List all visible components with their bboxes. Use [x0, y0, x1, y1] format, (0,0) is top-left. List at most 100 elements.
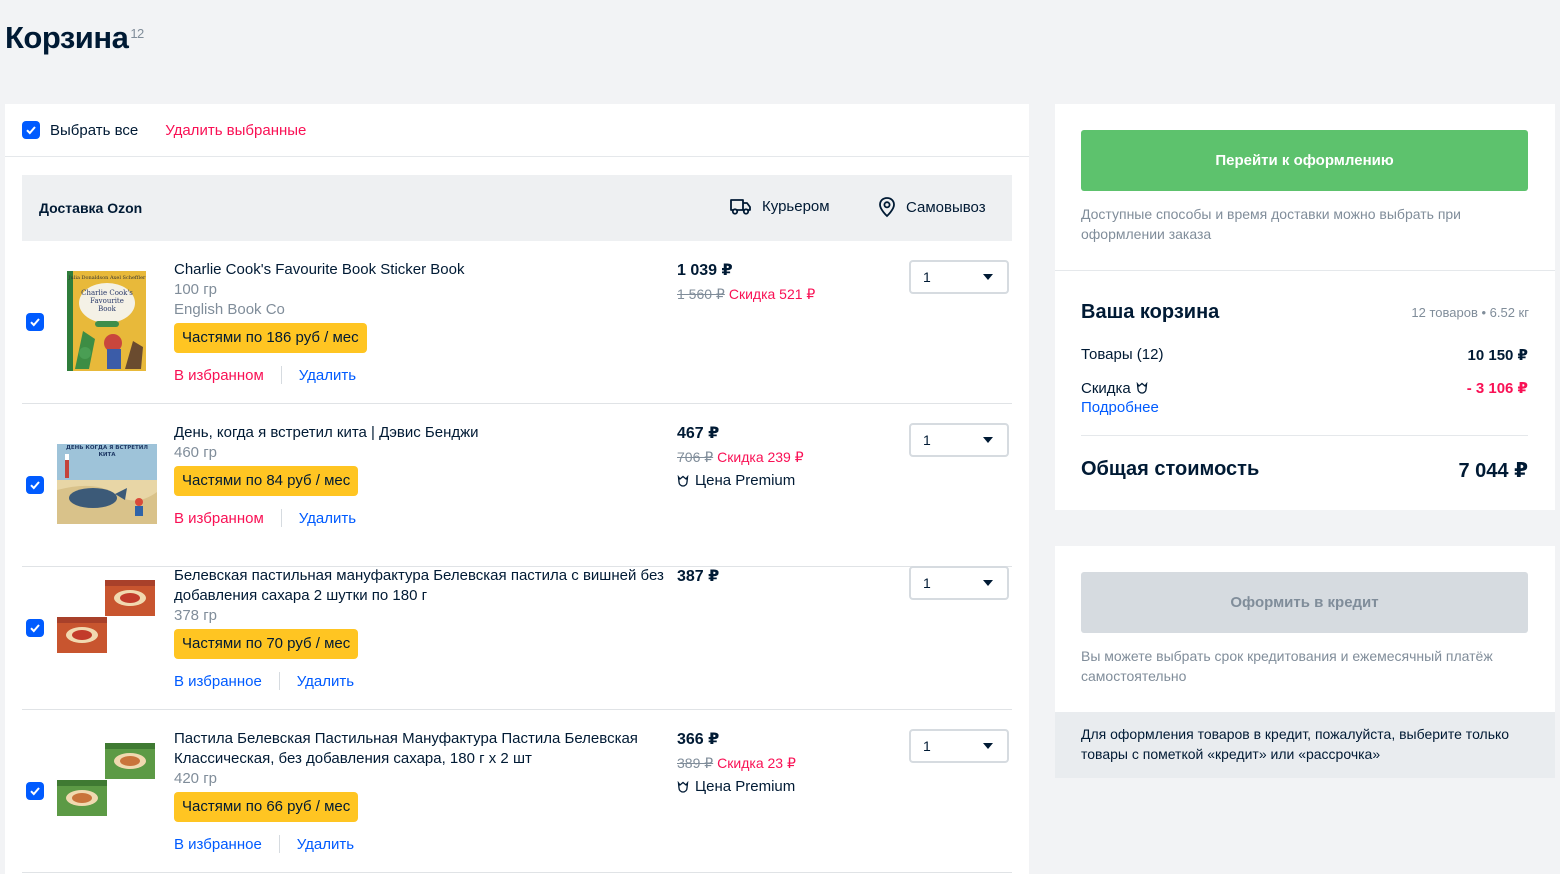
- old-price: 706 ₽: [677, 449, 714, 465]
- quantity-value: 1: [923, 432, 931, 448]
- item-weight: 420 гр: [174, 770, 218, 787]
- old-price-line: 706 ₽ Скидка 239 ₽: [677, 449, 804, 466]
- old-price-line: 389 ₽ Скидка 23 ₽: [677, 755, 796, 772]
- book-cover-title: ДЕНЬ КОГДА Я ВСТРЕТИЛ КИТА: [66, 445, 148, 458]
- installment-badge[interactable]: Частями по 70 руб / мес: [174, 629, 359, 659]
- item-checkbox[interactable]: [26, 313, 44, 331]
- delivery-pickup[interactable]: Самовывоз: [877, 196, 986, 218]
- item-actions: В избранном Удалить: [174, 509, 356, 527]
- delivery-title: Доставка Ozon: [39, 200, 143, 216]
- summary-meta: 12 товаров • 6.52 кг: [1411, 305, 1529, 320]
- checkout-button[interactable]: Перейти к оформлению: [1081, 130, 1528, 191]
- product-image-book-cover[interactable]: ДЕНЬ КОГДА Я ВСТРЕТИЛ КИТА: [55, 432, 158, 535]
- product-image-book-cover[interactable]: Julia Donaldson Axel Scheffler Charlie C…: [55, 269, 158, 372]
- product-image-pastila-box[interactable]: [55, 738, 158, 841]
- goods-value: 10 150 ₽: [1467, 347, 1528, 364]
- map-pin-icon: [879, 197, 895, 218]
- installment-badge[interactable]: Частями по 84 руб / мес: [174, 466, 359, 496]
- favorite-button[interactable]: В избранном: [174, 366, 264, 384]
- cart-item: Пастила Белевская Пастильная Мануфактура…: [22, 710, 1012, 873]
- quantity-select[interactable]: 1: [909, 423, 1009, 457]
- select-all-checkbox[interactable]: [22, 121, 40, 139]
- premium-icon: [677, 780, 689, 793]
- credit-button[interactable]: Оформить в кредит: [1081, 572, 1528, 633]
- item-info: Пастила Белевская Пастильная Мануфактура…: [174, 729, 664, 822]
- discount: Скидка 23 ₽: [717, 755, 796, 771]
- item-title[interactable]: Пастила Белевская Пастильная Мануфактура…: [174, 730, 638, 767]
- credit-panel: Оформить в кредит Вы можете выбрать срок…: [1055, 546, 1555, 778]
- divider: [1055, 270, 1555, 271]
- item-checkbox[interactable]: [26, 476, 44, 494]
- delete-item-button[interactable]: Удалить: [296, 672, 355, 690]
- favorite-button[interactable]: В избранное: [174, 835, 262, 853]
- item-title[interactable]: Белевская пастильная мануфактура Белевск…: [174, 567, 664, 604]
- favorite-button[interactable]: В избранное: [174, 672, 262, 690]
- cart-panel: Выбрать все Удалить выбранные Доставка O…: [5, 104, 1029, 874]
- item-price: 1 039 ₽: [677, 262, 733, 279]
- summary-panel: Перейти к оформлению Доступные способы и…: [1055, 104, 1555, 510]
- old-price: 389 ₽: [677, 755, 714, 771]
- quantity-value: 1: [923, 575, 931, 591]
- delivery-courier[interactable]: Курьером: [729, 196, 830, 216]
- item-title[interactable]: День, когда я встретил кита | Дэвис Бенд…: [174, 424, 479, 441]
- quantity-select[interactable]: 1: [909, 260, 1009, 294]
- price-block: 1 039 ₽ 1 560 ₽ Скидка 521 ₽: [677, 260, 815, 303]
- delete-item-button[interactable]: Удалить: [298, 509, 357, 527]
- item-info: День, когда я встретил кита | Дэвис Бенд…: [174, 423, 664, 496]
- delivery-header: Доставка Ozon Курьером Самовывоз: [22, 175, 1012, 241]
- quantity-value: 1: [923, 738, 931, 754]
- installment-badge[interactable]: Частями по 66 руб / мес: [174, 792, 359, 822]
- item-info: Белевская пастильная мануфактура Белевск…: [174, 566, 664, 659]
- book-cover-title: Charlie Cook's Favourite Book: [81, 289, 133, 313]
- item-actions: В избранном Удалить: [174, 366, 356, 384]
- check-icon: [30, 318, 40, 327]
- quantity-select[interactable]: 1: [909, 729, 1009, 763]
- delete-selected-button[interactable]: Удалить выбранные: [165, 121, 307, 139]
- item-actions: В избранное Удалить: [174, 672, 354, 690]
- cart-item: ДЕНЬ КОГДА Я ВСТРЕТИЛ КИТА День, когда я…: [22, 404, 1012, 567]
- check-icon: [30, 481, 40, 490]
- item-brand: English Book Co: [174, 301, 285, 318]
- caret-down-icon: [983, 274, 993, 280]
- cart-item: Julia Donaldson Axel Scheffler Charlie C…: [22, 241, 1012, 404]
- details-link[interactable]: Подробнее: [1081, 399, 1159, 416]
- premium-icon: [1136, 382, 1148, 394]
- premium-price: Цена Premium: [677, 472, 804, 489]
- item-actions: В избранное Удалить: [174, 835, 354, 853]
- favorite-button[interactable]: В избранном: [174, 509, 264, 527]
- item-weight: 378 гр: [174, 607, 218, 624]
- delete-item-button[interactable]: Удалить: [296, 835, 355, 853]
- page-title: Корзина 12: [5, 20, 144, 55]
- cart-count: 12: [130, 26, 144, 41]
- credit-warning: Для оформления товаров в кредит, пожалуй…: [1055, 712, 1555, 778]
- credit-note: Вы можете выбрать срок кредитования и еж…: [1081, 648, 1493, 684]
- divider: [1081, 435, 1528, 436]
- check-icon: [26, 126, 36, 135]
- item-price: 387 ₽: [677, 568, 720, 585]
- caret-down-icon: [983, 437, 993, 443]
- item-title[interactable]: Charlie Cook's Favourite Book Sticker Bo…: [174, 261, 465, 278]
- total-value: 7 044 ₽: [1458, 460, 1528, 482]
- divider: [278, 835, 280, 853]
- old-price-line: 1 560 ₽ Скидка 521 ₽: [677, 286, 815, 303]
- discount-row: Скидка - 3 106 ₽: [1081, 379, 1528, 398]
- quantity-select[interactable]: 1: [909, 566, 1009, 600]
- select-all-label[interactable]: Выбрать все: [50, 121, 139, 139]
- item-weight: 100 гр: [174, 281, 218, 298]
- product-image-pastila-box[interactable]: [55, 575, 158, 678]
- price-block: 387 ₽: [677, 566, 719, 586]
- truck-icon: [730, 199, 751, 215]
- delete-item-button[interactable]: Удалить: [298, 366, 357, 384]
- check-icon: [30, 624, 40, 633]
- goods-row: Товары (12) 10 150 ₽: [1081, 346, 1528, 364]
- item-checkbox[interactable]: [26, 782, 44, 800]
- divider: [280, 366, 282, 384]
- total-row: Общая стоимость 7 044 ₽: [1081, 458, 1528, 483]
- item-weight: 460 гр: [174, 444, 218, 461]
- installment-badge[interactable]: Частями по 186 руб / мес: [174, 323, 367, 353]
- discount: Скидка 521 ₽: [728, 286, 816, 302]
- item-checkbox[interactable]: [26, 619, 44, 637]
- divider: [280, 509, 282, 527]
- discount: Скидка 239 ₽: [717, 449, 804, 465]
- cart-item: Белевская пастильная мануфактура Белевск…: [22, 547, 1012, 710]
